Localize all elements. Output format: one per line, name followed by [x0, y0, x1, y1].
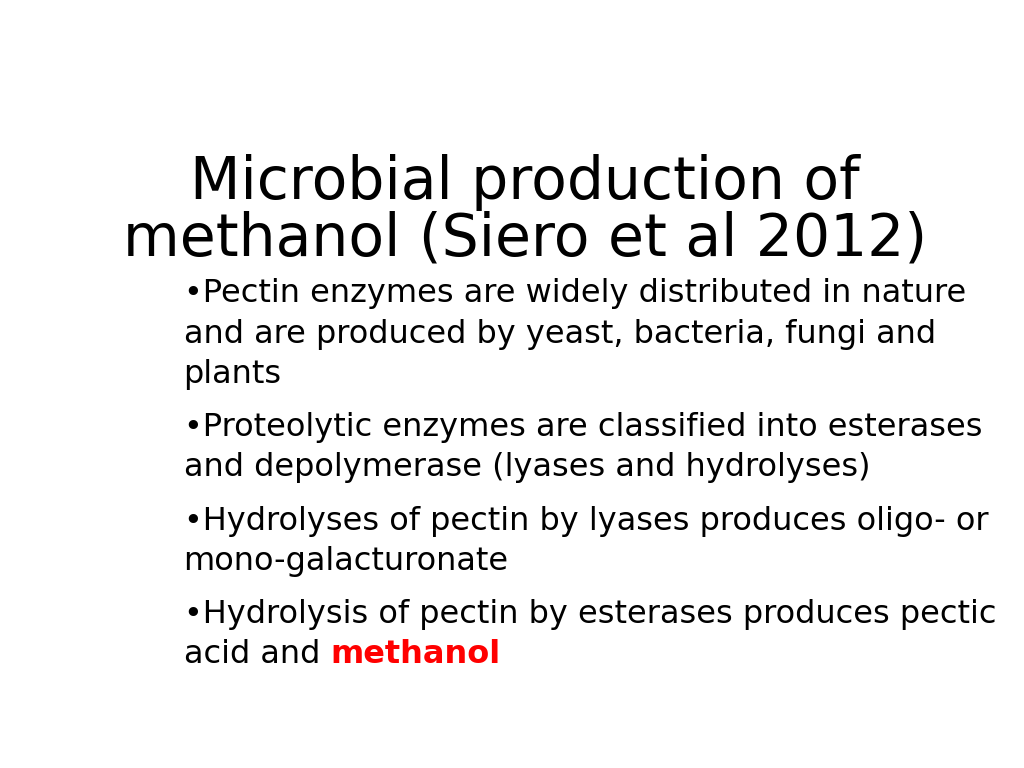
Text: Microbial production of: Microbial production of	[189, 154, 860, 211]
Text: methanol: methanol	[330, 639, 501, 670]
Text: •Hydrolyses of pectin by lyases produces oligo- or: •Hydrolyses of pectin by lyases produces…	[183, 505, 988, 537]
Text: •Pectin enzymes are widely distributed in nature: •Pectin enzymes are widely distributed i…	[183, 279, 966, 310]
Text: plants: plants	[183, 359, 282, 390]
Text: and depolymerase (lyases and hydrolyses): and depolymerase (lyases and hydrolyses)	[183, 452, 870, 483]
Text: and are produced by yeast, bacteria, fungi and: and are produced by yeast, bacteria, fun…	[183, 319, 936, 349]
Text: mono-galacturonate: mono-galacturonate	[183, 546, 509, 577]
Text: acid and: acid and	[183, 639, 330, 670]
Text: •Proteolytic enzymes are classified into esterases: •Proteolytic enzymes are classified into…	[183, 412, 982, 443]
Text: methanol (Siero et al 2012): methanol (Siero et al 2012)	[123, 210, 927, 267]
Text: •Hydrolysis of pectin by esterases produces pectic: •Hydrolysis of pectin by esterases produ…	[183, 599, 996, 630]
